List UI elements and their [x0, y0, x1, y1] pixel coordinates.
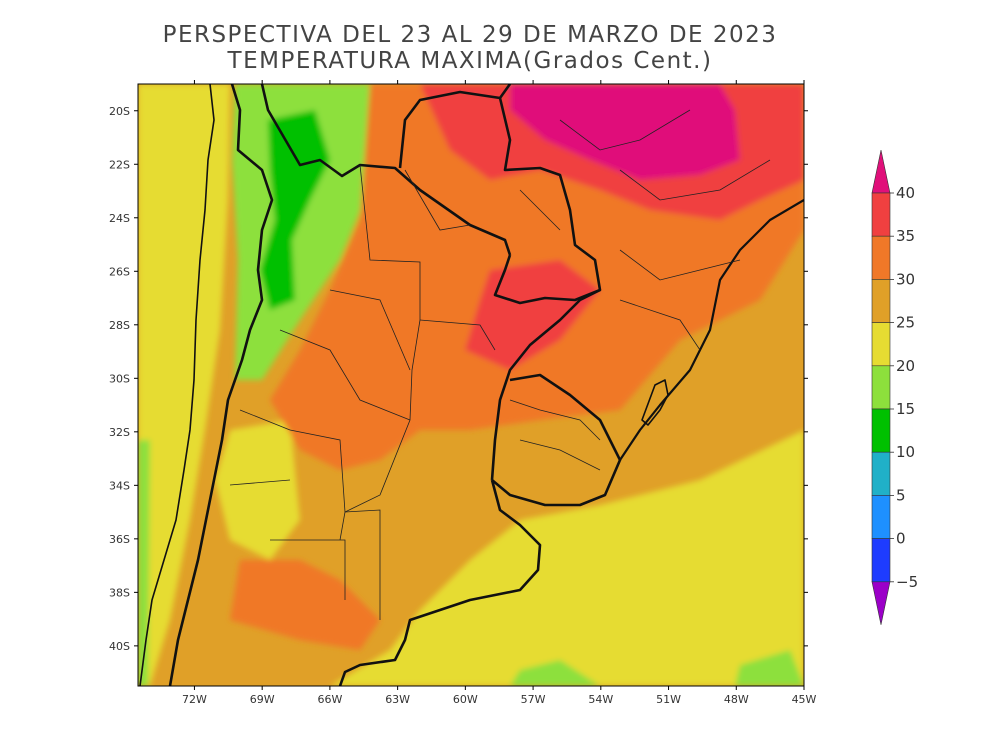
colorbar-label: 40 — [896, 184, 915, 202]
lon-tick-label: 63W — [385, 693, 410, 706]
lat-tick-label: 40S — [109, 640, 130, 653]
colorbar-segment — [871, 192, 891, 237]
colorbar-label: 15 — [896, 400, 915, 418]
colorbar-label: 25 — [896, 314, 915, 332]
band-20-25-center — [215, 420, 300, 560]
colorbar-segment — [871, 408, 891, 453]
band-15-20-southeast — [735, 650, 804, 686]
colorbar-segment — [871, 322, 891, 367]
temperature-field — [138, 84, 804, 686]
lat-tick-label: 28S — [109, 319, 130, 332]
lon-tick-label: 60W — [453, 693, 478, 706]
colorbar-label: 20 — [896, 357, 915, 375]
lon-tick-label: 48W — [724, 693, 749, 706]
province-borders — [229, 109, 771, 620]
band-15-20-andes — [232, 84, 370, 380]
colorbar: −5 0 5 10 15 20 25 30 35 40 — [871, 149, 918, 625]
band-10-15-andes — [260, 110, 330, 310]
lat-tick-label: 36S — [109, 533, 130, 546]
colorbar-label: 35 — [896, 227, 915, 245]
band-15-20-west — [138, 440, 150, 686]
lat-tick-label: 20S — [109, 105, 130, 118]
chart-title-line1: PERSPECTIVA DEL 23 AL 29 DE MARZO DE 202… — [162, 22, 778, 48]
lon-tick-label: 51W — [656, 693, 681, 706]
lon-tick-label: 72W — [182, 693, 207, 706]
colorbar-arrow-bottom — [871, 581, 891, 625]
lon-tick-label: 66W — [317, 693, 342, 706]
band-20-25-atlantic — [330, 430, 804, 686]
country-borders — [139, 84, 804, 686]
lon-tick-label: 69W — [250, 693, 275, 706]
chart-title-line2: TEMPERATURA MAXIMA(Grados Cent.) — [227, 48, 713, 74]
lat-tick-label: 24S — [109, 212, 130, 225]
lat-tick-label: 26S — [109, 265, 130, 278]
map-axes: 20S 22S 24S 26S 28S 30S 32S 34S 36S 38S 40S 72W 69W 6… — [109, 80, 817, 706]
colorbar-label: 0 — [896, 530, 906, 548]
lat-tick-label: 32S — [109, 426, 130, 439]
band-15-20-south — [510, 660, 600, 686]
lon-tick-label: 54W — [588, 693, 613, 706]
colorbar-label: −5 — [896, 573, 918, 591]
colorbar-segment — [871, 495, 891, 539]
colorbar-segment — [871, 279, 891, 323]
lat-tick-label: 22S — [109, 158, 130, 171]
colorbar-label: 10 — [896, 443, 915, 461]
band-over-40 — [510, 84, 740, 180]
lon-tick-label: 57W — [521, 693, 546, 706]
lat-tick-label: 34S — [109, 479, 130, 492]
colorbar-label: 30 — [896, 270, 915, 288]
colorbar-segment — [871, 451, 891, 496]
colorbar-segment — [871, 365, 891, 410]
lat-tick-label: 30S — [109, 372, 130, 385]
band-20-25-west — [138, 84, 230, 686]
map-frame — [137, 83, 805, 687]
colorbar-arrow-top — [871, 149, 891, 194]
lat-tick-label: 38S — [109, 586, 130, 599]
lon-tick-label: 45W — [792, 693, 817, 706]
colorbar-segment — [871, 538, 891, 583]
band-30-35-south — [230, 560, 380, 650]
colorbar-label: 5 — [896, 486, 906, 504]
colorbar-segment — [871, 235, 891, 280]
